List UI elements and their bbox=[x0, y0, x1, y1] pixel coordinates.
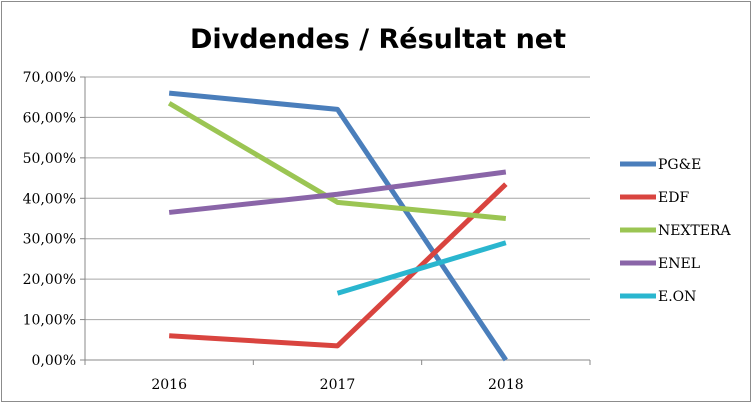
series-line-nextera bbox=[167, 101, 507, 221]
y-tick-label: 0,00% bbox=[32, 353, 76, 369]
y-tick-label: 20,00% bbox=[23, 272, 76, 288]
series-line-e-on bbox=[336, 240, 507, 296]
legend-label: ENEL bbox=[658, 256, 700, 272]
series-line-pg-e bbox=[168, 90, 508, 362]
series-line-enel bbox=[168, 169, 507, 215]
x-tick-label: 2016 bbox=[151, 377, 187, 393]
y-tick-label: 60,00% bbox=[23, 110, 76, 126]
y-tick-label: 70,00% bbox=[23, 70, 76, 86]
x-tick-label: 2017 bbox=[320, 377, 356, 393]
y-tick-label: 10,00% bbox=[23, 313, 76, 329]
series-line-edf bbox=[169, 182, 508, 349]
y-tick-label: 30,00% bbox=[23, 232, 76, 248]
legend-label: EDF bbox=[658, 190, 689, 206]
y-tick-label: 50,00% bbox=[23, 151, 76, 167]
legend-label: PG&E bbox=[658, 157, 701, 173]
legend-label: E.ON bbox=[658, 289, 696, 305]
y-tick-label: 40,00% bbox=[23, 191, 76, 207]
chart-title: Divdendes / Résultat net bbox=[190, 24, 566, 55]
legend-label: NEXTERA bbox=[658, 223, 732, 239]
x-tick-label: 2018 bbox=[488, 377, 524, 393]
